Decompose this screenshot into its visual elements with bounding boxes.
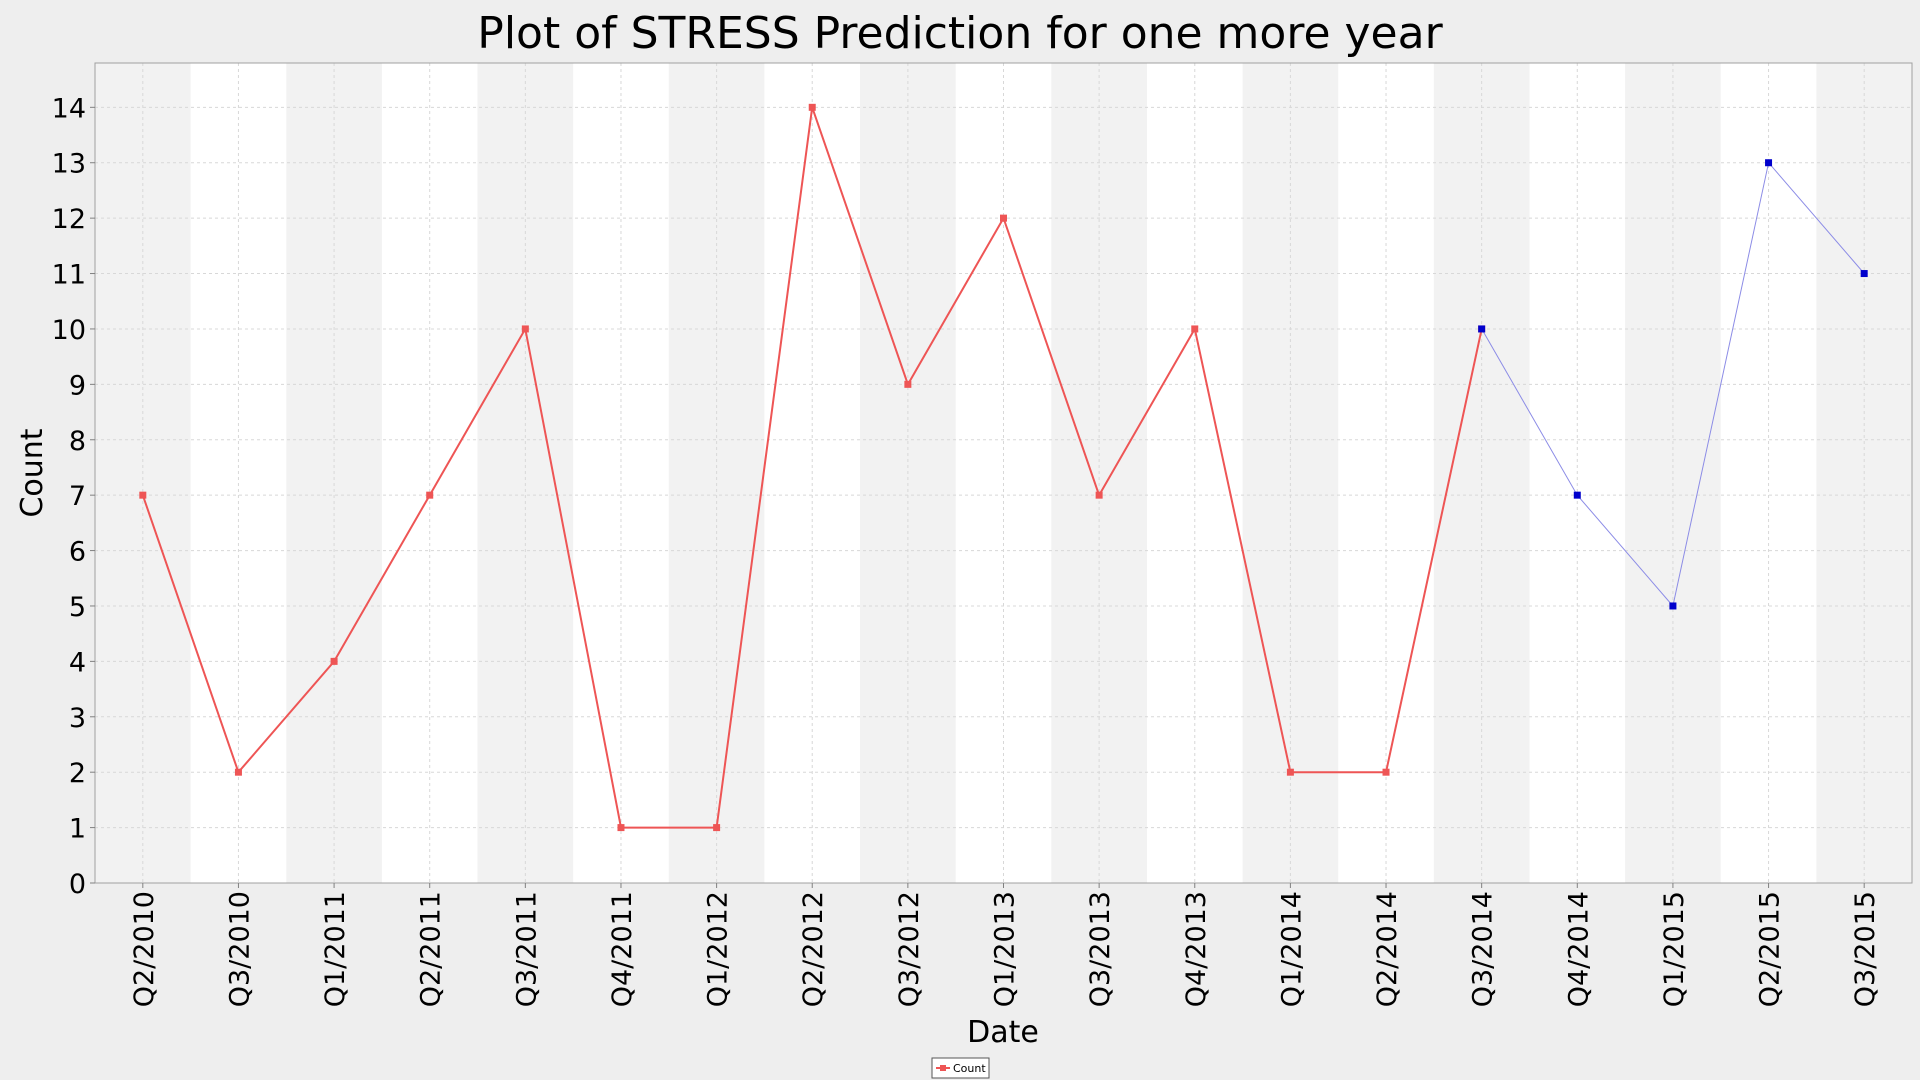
legend-box [931,1057,990,1079]
data-point [1000,214,1007,222]
y-tick-label: 6 [69,537,86,568]
x-tick-label: Q1/2014 [1276,891,1307,1007]
data-point [904,380,912,388]
data-point [1669,602,1677,610]
data-point [617,824,625,832]
legend: Count [931,1057,990,1079]
x-tick-label: Q3/2012 [894,891,925,1007]
y-tick-label: 10 [52,315,86,346]
x-tick-label: Q2/2014 [1372,891,1403,1007]
y-tick-label: 5 [69,592,86,623]
y-tick-label: 4 [69,647,86,678]
series-2 [1478,159,1868,610]
data-point [139,491,147,499]
y-axis-label: Count [15,428,50,517]
x-tick-label: Q2/2012 [798,891,829,1007]
x-tick-label: Q4/2013 [1181,891,1212,1007]
x-tick-label: Q1/2011 [320,891,351,1007]
x-tick-label: Q1/2013 [990,891,1021,1007]
y-tick-label: 8 [69,426,86,457]
data-point [1286,768,1294,776]
y-tick-label: 14 [52,93,86,124]
legend-label: Count [953,1062,986,1075]
x-axis: Q2/2010 Q3/2010 Q1/2011 Q2/2011 Q3/2011 Q4/20… [129,883,1881,1007]
y-tick-label: 11 [52,260,86,291]
data-point [1765,159,1773,167]
x-tick-label: Q2/2010 [129,891,160,1007]
data-point [1573,491,1581,499]
x-tick-label: Q2/2011 [416,891,447,1007]
data-point [1095,491,1103,499]
x-axis-label: Date [967,1015,1039,1050]
y-tick-label: 0 [69,869,86,900]
x-tick-label: Q1/2012 [703,891,734,1007]
x-tick-label: Q3/2013 [1085,891,1116,1007]
data-point [330,657,338,665]
y-tick-label: 1 [69,814,86,845]
data-point [521,325,529,333]
x-tick-label: Q4/2014 [1563,891,1594,1007]
y-tick-label: 7 [69,481,86,512]
data-point [808,103,816,111]
data-point [713,824,721,832]
y-tick-label: 3 [69,703,86,734]
y-tick-label: 13 [52,149,86,180]
data-point [1478,325,1486,333]
x-tick-label: Q3/2015 [1850,891,1881,1007]
x-tick-label: Q2/2015 [1755,891,1786,1007]
legend-marker [940,1065,946,1071]
x-tick-label: Q3/2010 [224,891,255,1007]
x-tick-label: Q3/2011 [511,891,542,1007]
data-point [234,768,242,776]
y-tick-label: 12 [52,204,86,235]
data-point [1382,768,1390,776]
x-tick-label: Q1/2015 [1659,891,1690,1007]
x-tick-label: Q4/2011 [607,891,638,1007]
y-tick-label: 9 [69,370,86,401]
y-tick-label: 2 [69,758,86,789]
series-layer [139,103,1868,832]
chart-title: Plot of STRESS Prediction for one more y… [477,8,1443,59]
data-point [1860,270,1868,278]
x-tick-label: Q3/2014 [1468,891,1499,1007]
data-point [426,491,434,499]
data-point [1191,325,1199,333]
